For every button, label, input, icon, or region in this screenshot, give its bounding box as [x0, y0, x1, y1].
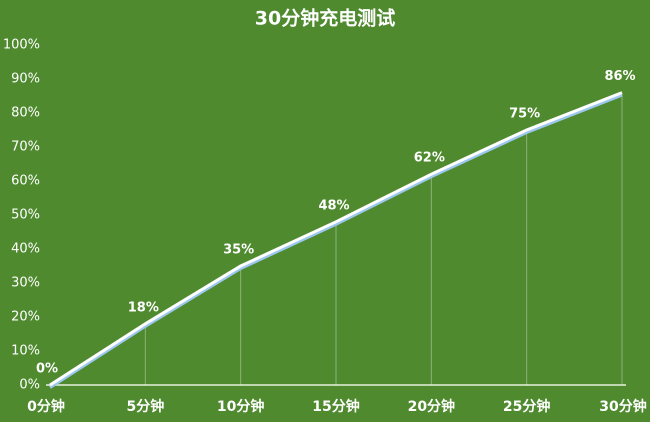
- value-label: 48%: [318, 198, 349, 213]
- y-tick-label: 30%: [11, 276, 40, 291]
- y-tick-label: 50%: [11, 208, 40, 223]
- value-label: 62%: [414, 151, 445, 166]
- x-tick-label: 0分钟: [27, 398, 65, 415]
- value-label: 86%: [604, 69, 635, 84]
- y-tick-label: 10%: [11, 344, 40, 359]
- y-tick-label: 0%: [19, 378, 40, 393]
- value-label: 75%: [509, 107, 540, 122]
- y-tick-label: 70%: [11, 140, 40, 155]
- x-tick-label: 5分钟: [126, 398, 164, 415]
- x-tick-label: 15分钟: [312, 398, 359, 415]
- value-label: 0%: [36, 362, 58, 377]
- y-tick-label: 40%: [11, 242, 40, 257]
- y-tick-label: 20%: [11, 310, 40, 325]
- chart-title: 30分钟充电测试: [255, 7, 395, 30]
- x-tick-label: 30分钟: [599, 398, 646, 415]
- x-tick-label: 10分钟: [217, 398, 264, 415]
- y-tick-label: 90%: [11, 72, 40, 87]
- value-label: 18%: [128, 300, 159, 315]
- x-tick-label: 20分钟: [408, 398, 455, 415]
- line: [49, 91, 623, 387]
- line-shadow: [49, 93, 623, 389]
- y-tick-label: 60%: [11, 174, 40, 189]
- value-label: 35%: [223, 243, 254, 258]
- x-tick-label: 25分钟: [503, 398, 550, 415]
- y-tick-label: 100%: [3, 38, 40, 53]
- y-tick-label: 80%: [11, 106, 40, 121]
